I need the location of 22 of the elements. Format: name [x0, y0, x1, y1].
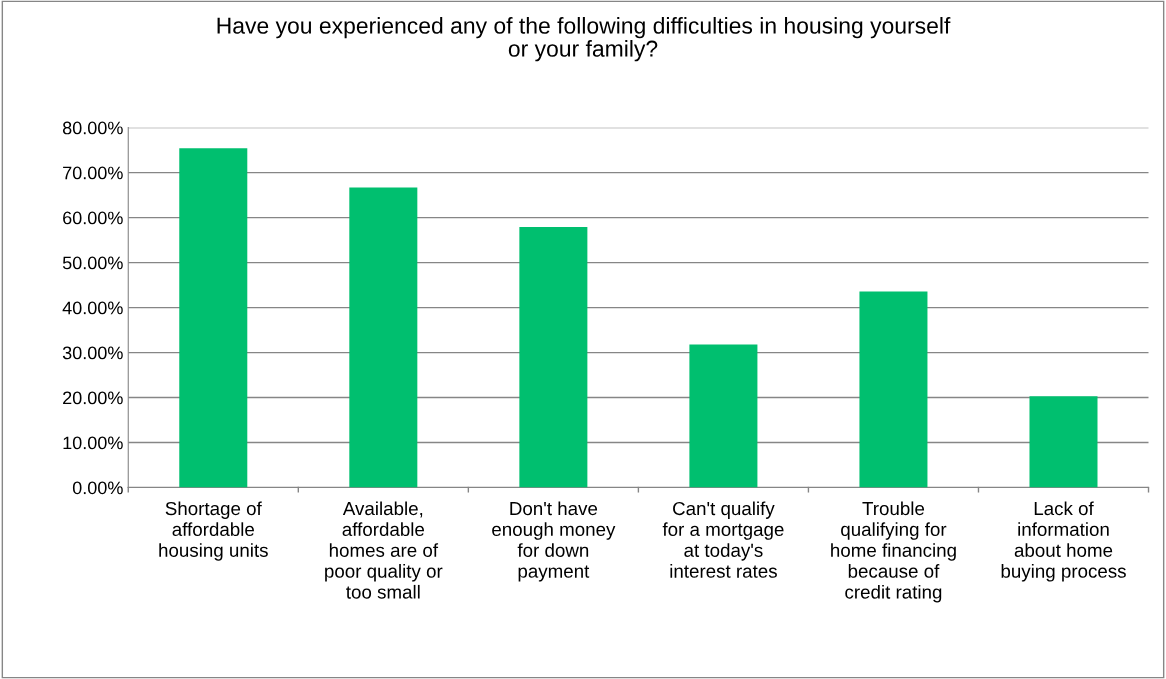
y-tick-label: 80.00% [62, 121, 123, 135]
y-tick-label: 60.00% [63, 211, 123, 225]
x-tick-label: Don't have enough money for down payment [492, 501, 616, 582]
y-tick-label: 30.00% [62, 346, 123, 360]
x-tick-label: Lack of information about home buying process [1001, 501, 1126, 582]
y-tick-label: 70.00% [63, 166, 123, 180]
y-tick-label: 50.00% [62, 256, 123, 270]
bar [349, 187, 418, 488]
bar [519, 227, 588, 488]
chart-title: Have you experienced any of the following difficulties in housing yourself or your family? [217, 16, 951, 62]
x-tick-label: Can't qualify for a mortgage at today's interest rates [662, 501, 784, 578]
x-tick-label: Shortage of affordable housing units [159, 501, 268, 561]
y-tick-label: 0.00% [72, 481, 123, 495]
y-tick-label: 10.00% [63, 436, 123, 450]
y-tick-label: 20.00% [63, 391, 123, 405]
x-tick-label: Available, affordable homes are of poor quality or too small [325, 501, 443, 599]
bar [689, 344, 758, 488]
x-tick-label: Trouble qualifying for home financing because of credit rating [831, 501, 956, 603]
bar [859, 291, 928, 488]
bar [179, 148, 248, 488]
bar [1029, 396, 1098, 488]
y-tick-label: 40.00% [62, 301, 123, 315]
